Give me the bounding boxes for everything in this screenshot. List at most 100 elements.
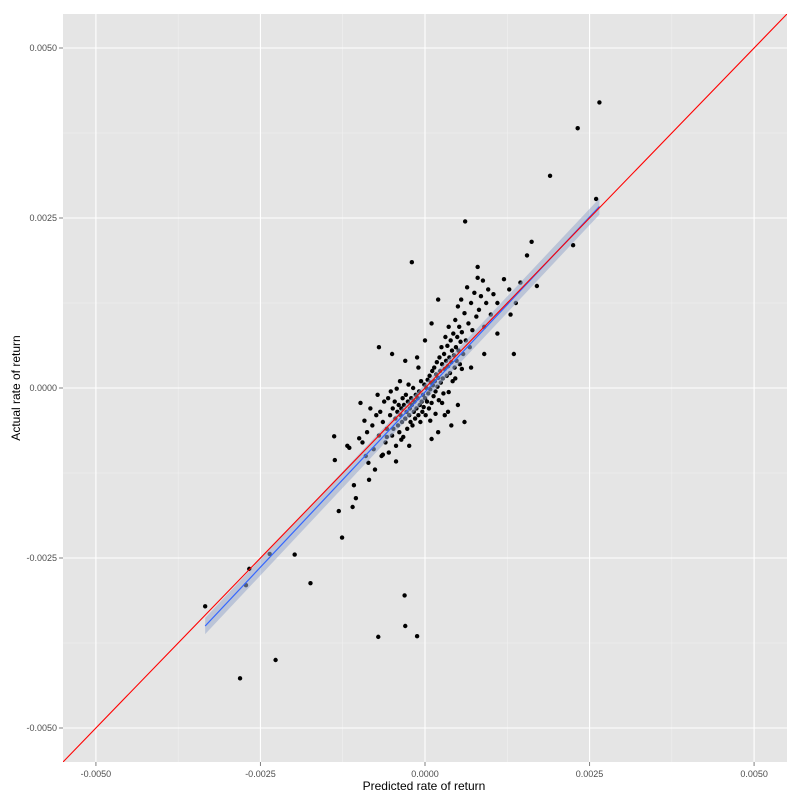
data-point [356, 436, 362, 441]
data-point [360, 440, 365, 445]
plot-area: -0.0050 -0.0025 0.0000 0.0025 0.0050 -0.0050 -… [26, 14, 787, 779]
data-point [431, 393, 436, 399]
data-point [351, 483, 357, 488]
data-point [410, 385, 416, 391]
data-point [433, 389, 438, 394]
data-point [570, 243, 576, 248]
data-point [457, 324, 462, 329]
data-point [529, 239, 534, 244]
data-point [462, 419, 467, 425]
data-point [453, 317, 458, 323]
data-point [372, 467, 378, 472]
data-point [430, 368, 435, 374]
data-point [468, 300, 474, 306]
data-point [332, 457, 338, 463]
data-point [376, 345, 382, 350]
data-point [237, 676, 243, 681]
data-point [508, 312, 513, 317]
data-point [364, 430, 370, 435]
data-point [428, 418, 433, 423]
data-point [390, 406, 395, 411]
data-point [412, 416, 418, 421]
data-point [408, 419, 413, 425]
y-tick-label: 0.0025 [29, 213, 57, 223]
identity-line [63, 14, 787, 762]
x-tick-label: -0.0025 [245, 769, 276, 779]
y-tick-label: -0.0050 [26, 723, 57, 733]
data-point [407, 443, 412, 448]
data-point [397, 430, 402, 435]
data-point [475, 264, 480, 270]
x-tick-label: 0.0050 [740, 769, 768, 779]
data-point [375, 392, 380, 397]
data-point [399, 437, 404, 442]
data-point [524, 253, 530, 258]
data-point [426, 406, 432, 411]
data-point [435, 297, 441, 302]
data-point [441, 391, 446, 396]
data-point [380, 419, 386, 425]
data-point [400, 396, 405, 401]
data-point [410, 423, 415, 428]
data-point [455, 402, 461, 408]
data-point [406, 382, 411, 387]
data-point [386, 450, 391, 455]
data-point [507, 287, 512, 292]
data-point [339, 535, 345, 540]
data-point [434, 359, 440, 365]
data-point [491, 291, 496, 297]
data-point [432, 365, 437, 370]
data-point [485, 287, 491, 292]
data-point [389, 351, 395, 357]
data-point [424, 399, 430, 404]
data-point [366, 460, 371, 465]
data-point [402, 593, 407, 598]
data-point [451, 331, 456, 336]
data-point [475, 275, 480, 281]
data-point [308, 580, 313, 586]
data-point [347, 445, 352, 451]
data-point [450, 379, 455, 384]
x-tick-label: 0.0000 [411, 769, 439, 779]
data-point [423, 413, 428, 418]
data-point [468, 365, 474, 370]
data-point [418, 419, 423, 425]
data-point [482, 351, 487, 357]
data-point [445, 409, 451, 414]
data-point [449, 423, 454, 428]
data-point [403, 392, 409, 397]
data-point [414, 355, 420, 360]
data-point [453, 376, 458, 381]
x-axis-title: Predicted rate of return [363, 779, 486, 793]
data-point [403, 623, 408, 629]
data-point [501, 277, 507, 282]
data-point [534, 283, 540, 289]
data-point [597, 100, 602, 105]
data-point [374, 413, 379, 418]
data-point [350, 504, 355, 510]
data-point [511, 351, 517, 357]
data-point [429, 400, 434, 406]
data-point [353, 495, 359, 501]
data-point [429, 321, 434, 326]
data-point [462, 219, 468, 224]
data-point [462, 311, 467, 316]
data-point [427, 373, 432, 378]
x-tick-label: 0.0025 [576, 769, 604, 779]
data-point [439, 400, 445, 406]
y-axis-title: Actual rate of return [9, 335, 23, 440]
data-point [455, 334, 460, 340]
data-point [442, 413, 447, 418]
data-point [378, 409, 383, 414]
data-point [366, 477, 372, 482]
data-point [441, 351, 447, 357]
data-point [392, 399, 397, 404]
data-point [368, 406, 373, 411]
data-point [362, 418, 367, 423]
data-point [370, 423, 375, 428]
y-tick-label: 0.0050 [29, 43, 57, 53]
data-point [388, 389, 393, 394]
data-point [446, 324, 451, 329]
data-point [474, 314, 479, 319]
